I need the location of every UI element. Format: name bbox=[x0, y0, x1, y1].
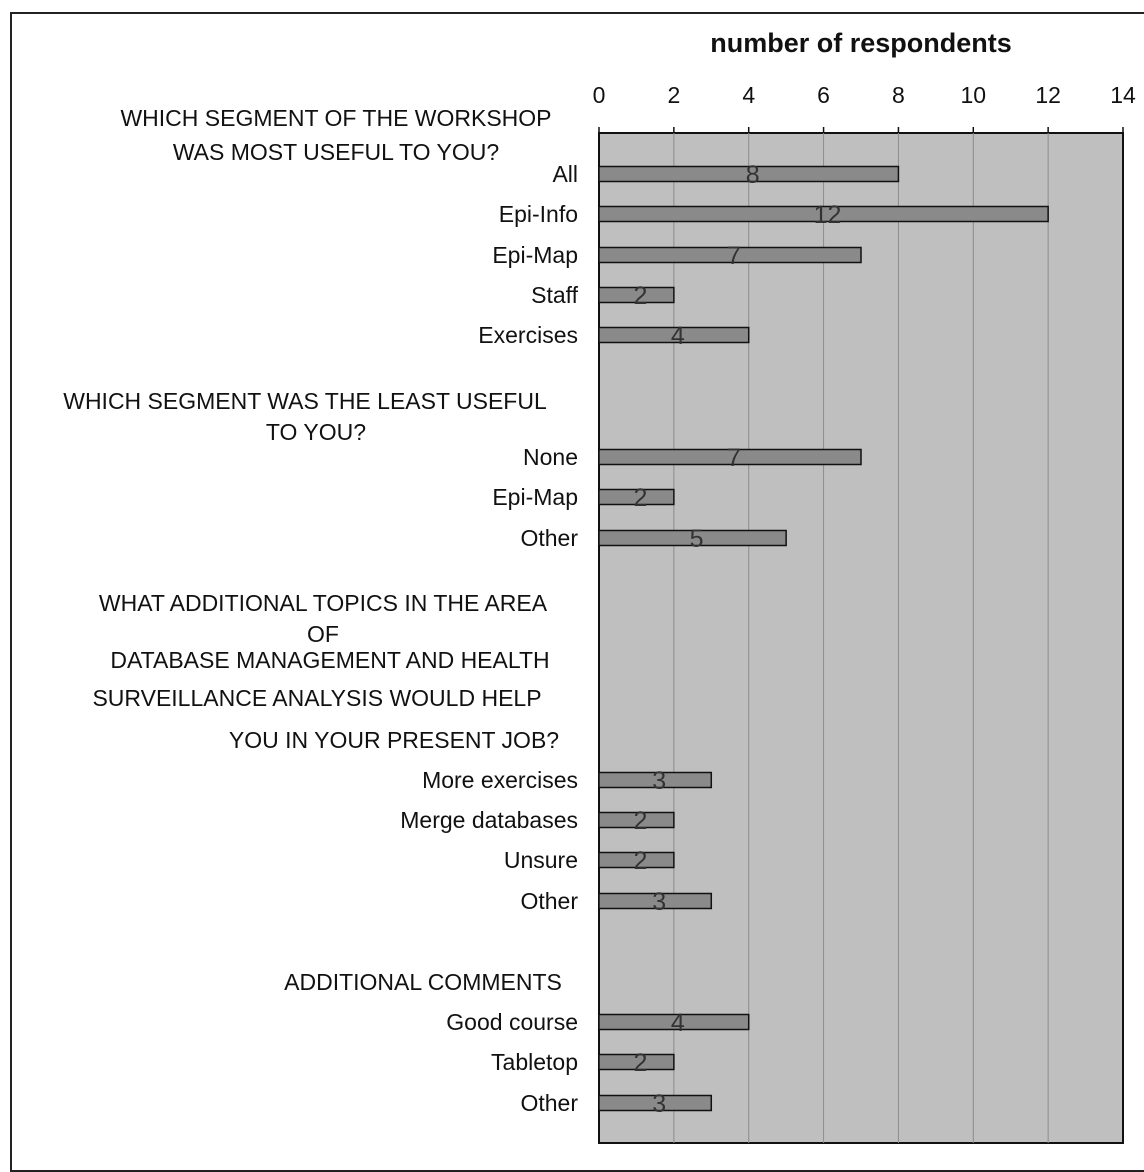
category-label: Staff bbox=[531, 282, 578, 308]
bar-value-label: 2 bbox=[633, 484, 647, 512]
bar-value-label: 4 bbox=[671, 322, 685, 350]
group-header-line: WHICH SEGMENT WAS THE LEAST USEFUL bbox=[63, 388, 547, 414]
bar bbox=[598, 205, 1049, 223]
group-header-line: YOU IN YOUR PRESENT JOB? bbox=[229, 727, 559, 753]
bar-value-label: 3 bbox=[652, 888, 666, 916]
tick-label: 4 bbox=[742, 82, 755, 108]
bar-value-label: 7 bbox=[727, 444, 741, 472]
group-header-line: ADDITIONAL COMMENTS bbox=[284, 969, 562, 995]
category-label: Other bbox=[520, 888, 578, 914]
bar bbox=[598, 488, 675, 506]
tick-label: 12 bbox=[1035, 82, 1061, 108]
category-label: Epi-Info bbox=[499, 201, 578, 227]
tick-label: 6 bbox=[817, 82, 830, 108]
category-label: Epi-Map bbox=[492, 242, 578, 268]
bar bbox=[598, 1094, 713, 1112]
bar bbox=[598, 246, 862, 264]
group-header-line: WAS MOST USEFUL TO YOU? bbox=[173, 139, 499, 165]
category-label: Merge databases bbox=[400, 807, 578, 833]
group-headers: WHICH SEGMENT OF THE WORKSHOP WAS MOST US… bbox=[63, 105, 562, 995]
category-label: Other bbox=[520, 525, 578, 551]
bar-value-label: 8 bbox=[746, 161, 760, 189]
group-header-line: TO YOU? bbox=[266, 419, 366, 445]
bar-value-label: 2 bbox=[633, 847, 647, 875]
bar bbox=[598, 326, 750, 344]
bars bbox=[598, 165, 1049, 1112]
bar bbox=[598, 529, 787, 547]
tick-label: 2 bbox=[667, 82, 680, 108]
bar-value-label: 2 bbox=[633, 282, 647, 310]
category-label: Other bbox=[520, 1090, 578, 1116]
bar bbox=[598, 1013, 750, 1031]
category-label: All bbox=[552, 161, 578, 187]
bar bbox=[598, 771, 713, 789]
bar bbox=[598, 892, 713, 910]
group-header-line: SURVEILLANCE ANALYSIS WOULD HELP bbox=[92, 685, 541, 711]
bar bbox=[598, 1053, 675, 1071]
bar-value-label: 3 bbox=[652, 1090, 666, 1118]
tick-label: 14 bbox=[1110, 82, 1136, 108]
tick-label: 8 bbox=[892, 82, 905, 108]
group-header-line: WHAT ADDITIONAL TOPICS IN THE AREA bbox=[99, 590, 548, 616]
category-label: Good course bbox=[446, 1009, 578, 1035]
group-header-line: OF bbox=[307, 621, 339, 647]
bar-value-label: 4 bbox=[671, 1009, 685, 1037]
category-label: None bbox=[523, 444, 578, 470]
category-label: Tabletop bbox=[491, 1049, 578, 1075]
bar-value-label: 2 bbox=[633, 807, 647, 835]
bar bbox=[598, 286, 675, 304]
category-label: Epi-Map bbox=[492, 484, 578, 510]
category-label: Unsure bbox=[504, 847, 578, 873]
bar-value-label: 7 bbox=[727, 242, 741, 270]
category-labels: All Epi-Info Epi-Map Staff Exercises None Epi-… bbox=[400, 161, 578, 1116]
bar-value-label: 3 bbox=[652, 767, 666, 795]
bar bbox=[598, 165, 900, 183]
group-header-line: DATABASE MANAGEMENT AND HEALTH bbox=[110, 647, 549, 673]
group-header-line: WHICH SEGMENT OF THE WORKSHOP bbox=[120, 105, 551, 131]
bar-value-label: 5 bbox=[690, 525, 704, 553]
x-axis-title: number of respondents bbox=[710, 28, 1012, 58]
bar-value-label: 2 bbox=[633, 1049, 647, 1077]
bar bbox=[598, 851, 675, 869]
plot-area bbox=[598, 132, 1124, 1144]
tick-label: 0 bbox=[593, 82, 606, 108]
category-label: More exercises bbox=[422, 767, 578, 793]
bar-value-label: 12 bbox=[814, 201, 842, 229]
x-axis-ticks: 0 2 4 6 8 10 12 14 bbox=[593, 82, 1136, 133]
tick-label: 10 bbox=[960, 82, 986, 108]
bar bbox=[598, 448, 862, 466]
category-label: Exercises bbox=[478, 322, 578, 348]
bar bbox=[598, 811, 675, 829]
